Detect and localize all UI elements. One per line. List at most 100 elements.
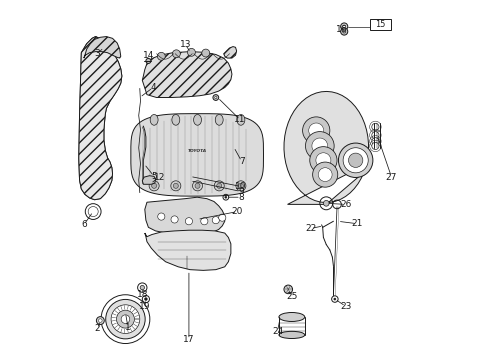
Text: 2: 2 (95, 324, 100, 333)
Text: 27: 27 (385, 173, 396, 182)
Text: 15: 15 (374, 20, 385, 29)
Circle shape (151, 183, 156, 188)
Circle shape (144, 298, 147, 301)
Circle shape (309, 147, 336, 174)
Circle shape (145, 58, 151, 63)
Polygon shape (144, 197, 224, 234)
Polygon shape (83, 37, 121, 58)
Circle shape (105, 300, 145, 339)
Text: TOYOTA: TOYOTA (187, 149, 206, 153)
Circle shape (340, 23, 347, 30)
Polygon shape (79, 37, 122, 200)
Circle shape (342, 30, 345, 33)
Circle shape (158, 213, 164, 220)
Polygon shape (142, 176, 155, 184)
Circle shape (371, 138, 378, 145)
Circle shape (140, 285, 144, 290)
Polygon shape (131, 114, 263, 196)
Text: 10: 10 (235, 182, 246, 191)
Circle shape (214, 181, 224, 191)
Circle shape (99, 319, 102, 322)
Text: 19: 19 (139, 302, 150, 311)
Circle shape (235, 181, 245, 191)
Circle shape (333, 298, 335, 300)
Circle shape (305, 132, 333, 160)
Ellipse shape (193, 114, 201, 125)
Circle shape (195, 183, 200, 188)
Text: 22: 22 (305, 224, 316, 233)
Circle shape (302, 117, 329, 144)
Polygon shape (142, 51, 231, 98)
Circle shape (318, 168, 331, 181)
Circle shape (121, 315, 129, 323)
Text: 9: 9 (238, 187, 244, 196)
Ellipse shape (237, 114, 244, 125)
Polygon shape (284, 91, 368, 204)
Text: 3: 3 (94, 49, 100, 58)
Circle shape (172, 50, 180, 58)
Ellipse shape (171, 114, 180, 125)
Text: 18: 18 (136, 289, 148, 298)
Text: 6: 6 (81, 220, 86, 229)
Text: 17: 17 (183, 335, 194, 344)
Circle shape (212, 217, 219, 224)
Circle shape (323, 201, 328, 206)
Text: 24: 24 (271, 327, 283, 336)
Circle shape (312, 162, 337, 187)
Circle shape (96, 317, 104, 324)
Circle shape (371, 123, 378, 131)
Circle shape (284, 285, 292, 294)
Circle shape (202, 49, 209, 57)
Circle shape (371, 142, 378, 149)
Circle shape (311, 138, 327, 154)
Circle shape (171, 216, 178, 223)
Ellipse shape (150, 114, 158, 125)
Circle shape (343, 148, 367, 173)
Circle shape (224, 196, 226, 198)
Text: 25: 25 (285, 292, 297, 301)
Circle shape (348, 153, 362, 167)
Ellipse shape (278, 312, 304, 321)
Text: 21: 21 (351, 219, 363, 228)
Text: 12: 12 (153, 173, 164, 182)
Ellipse shape (278, 331, 304, 338)
Circle shape (342, 25, 345, 28)
Circle shape (371, 132, 378, 139)
Circle shape (315, 153, 330, 168)
Text: 8: 8 (238, 193, 244, 202)
Text: 11: 11 (234, 115, 245, 124)
Circle shape (116, 310, 134, 328)
Circle shape (218, 214, 225, 221)
Circle shape (185, 218, 192, 225)
Text: 7: 7 (238, 157, 244, 166)
Polygon shape (144, 230, 230, 270)
Circle shape (157, 52, 165, 60)
Circle shape (170, 181, 181, 191)
Circle shape (173, 183, 178, 188)
Circle shape (187, 48, 195, 56)
Ellipse shape (215, 114, 223, 125)
Circle shape (101, 295, 149, 343)
Circle shape (214, 96, 217, 99)
Text: 26: 26 (339, 200, 350, 209)
Circle shape (111, 305, 140, 333)
Text: 14: 14 (142, 51, 154, 60)
Text: 23: 23 (339, 302, 350, 311)
FancyBboxPatch shape (369, 19, 390, 30)
Polygon shape (79, 37, 122, 200)
Circle shape (338, 143, 372, 177)
Circle shape (216, 183, 221, 188)
Circle shape (340, 28, 347, 35)
Text: 16: 16 (336, 25, 347, 34)
Polygon shape (223, 46, 236, 58)
Text: 20: 20 (231, 207, 243, 216)
Text: 1: 1 (125, 323, 131, 332)
Text: 4: 4 (150, 83, 156, 92)
Circle shape (308, 123, 323, 138)
Text: 13: 13 (179, 40, 191, 49)
Circle shape (212, 95, 218, 100)
Circle shape (192, 181, 202, 191)
Circle shape (201, 218, 207, 225)
Circle shape (238, 183, 243, 188)
Circle shape (149, 181, 159, 191)
